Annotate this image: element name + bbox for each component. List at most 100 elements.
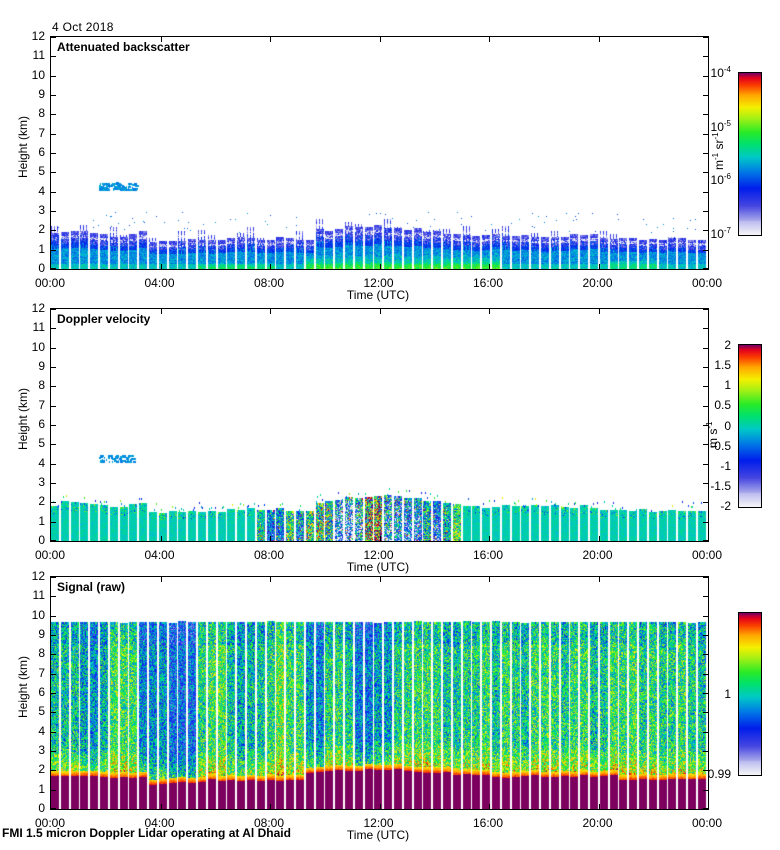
y-tick-mark: [51, 483, 56, 484]
y-tick-mark: [51, 693, 56, 694]
x-tick-mark: [489, 536, 490, 541]
y-tick-label: 2: [38, 222, 45, 237]
y-tick-mark: [703, 770, 708, 772]
y-tick-mark: [703, 673, 708, 675]
y-tick-mark: [703, 789, 708, 791]
x-tick-mark: [160, 536, 162, 541]
x-tick-mark: [489, 37, 490, 42]
y-tick-label: 3: [38, 203, 45, 217]
colorbar-label-backscatter: m-1 sr-1: [711, 132, 726, 170]
y-tick-mark: [51, 367, 56, 368]
y-tick-label: 9: [38, 627, 45, 641]
y-tick-mark: [51, 712, 56, 714]
y-tick-label: 0: [38, 533, 45, 547]
colorbar-tick-label: 1: [724, 686, 731, 701]
y-tick-mark: [703, 386, 708, 388]
y-tick-mark: [703, 405, 708, 407]
x-tick-mark: [379, 309, 381, 314]
signal-heatmap: [51, 577, 708, 809]
y-tick-mark: [51, 230, 56, 232]
y-tick-mark: [51, 502, 56, 504]
y-tick-mark: [703, 540, 708, 541]
x-tick-label: 12:00: [363, 548, 394, 562]
y-tick-label: 3: [38, 743, 45, 757]
x-tick-mark: [598, 264, 600, 269]
y-tick-label: 0: [38, 261, 45, 275]
y-tick-mark: [703, 521, 708, 523]
y-tick-label: 7: [38, 125, 45, 140]
x-tick-mark: [160, 309, 162, 314]
y-tick-mark: [703, 425, 708, 426]
y-tick-label: 2: [38, 494, 45, 509]
y-tick-label: 1: [38, 241, 45, 256]
plot-area-signal[interactable]: Signal (raw): [50, 576, 709, 810]
panel-title-backscatter: Attenuated backscatter: [57, 40, 190, 54]
x-tick-mark: [598, 577, 600, 582]
y-tick-mark: [703, 56, 708, 58]
y-tick-mark: [51, 751, 56, 752]
y-tick-mark: [703, 153, 708, 154]
colorbar-tick-label: 1.5: [714, 358, 731, 373]
y-tick-label: 12: [31, 569, 45, 583]
x-tick-mark: [270, 37, 271, 42]
y-tick-mark: [51, 328, 56, 330]
y-tick-mark: [51, 268, 56, 269]
y-tick-label: 4: [38, 723, 45, 738]
y-tick-mark: [703, 309, 708, 310]
y-tick-mark: [51, 654, 56, 656]
footer-caption: FMI 1.5 micron Doppler Lidar operating a…: [2, 826, 291, 840]
y-tick-mark: [51, 577, 56, 578]
colorbar-tick-label: -0.5: [710, 438, 731, 453]
y-tick-label: 5: [38, 436, 45, 451]
y-tick-mark: [703, 808, 708, 809]
colorbar-tick-label: 10-6: [710, 172, 731, 188]
y-tick-label: 4: [38, 183, 45, 198]
x-tick-mark: [270, 804, 271, 809]
x-tick-mark: [598, 536, 600, 541]
y-tick-mark: [51, 347, 56, 349]
y-tick-label: 9: [38, 87, 45, 101]
y-tick-label: 7: [38, 397, 45, 412]
y-tick-mark: [51, 615, 56, 617]
y-tick-mark: [703, 172, 708, 174]
plot-area-backscatter[interactable]: Attenuated backscatter: [50, 36, 709, 270]
y-tick-mark: [703, 596, 708, 598]
x-tick-mark: [379, 536, 381, 541]
plot-area-doppler[interactable]: Doppler velocity: [50, 308, 709, 542]
x-tick-label: 12:00: [363, 816, 394, 830]
colorbar-tick-label: 0.5: [714, 398, 731, 413]
x-tick-mark: [489, 804, 490, 809]
y-tick-label: 12: [31, 301, 45, 315]
y-tick-mark: [703, 268, 708, 269]
y-tick-mark: [51, 249, 56, 251]
y-tick-mark: [51, 789, 56, 791]
panel-title-signal: Signal (raw): [57, 580, 126, 594]
x-axis-label-doppler: Time (UTC): [346, 560, 410, 574]
y-axis-label-doppler: Height (km): [16, 387, 30, 450]
x-tick-label: 00:00: [691, 816, 723, 830]
x-tick-label: 04:00: [144, 816, 175, 830]
x-tick-mark: [598, 309, 600, 314]
y-axis-label-signal: Height (km): [16, 655, 30, 718]
y-tick-mark: [703, 751, 708, 752]
colorbar-label-doppler: m s-1: [705, 421, 720, 448]
y-tick-mark: [703, 615, 708, 617]
y-tick-label: 9: [38, 359, 45, 373]
y-tick-mark: [703, 731, 708, 733]
x-tick-mark: [160, 264, 162, 269]
y-tick-label: 11: [32, 320, 45, 335]
y-tick-mark: [703, 191, 708, 193]
y-tick-mark: [703, 463, 708, 465]
x-tick-mark: [379, 264, 381, 269]
x-tick-mark: [489, 309, 490, 314]
colorbar-tick-label: 1: [724, 378, 731, 393]
y-tick-mark: [51, 808, 56, 809]
y-tick-mark: [51, 386, 56, 388]
y-tick-label: 6: [38, 145, 45, 159]
y-tick-label: 1: [38, 781, 45, 796]
x-tick-label: 16:00: [472, 276, 504, 290]
x-axis-label-signal: Time (UTC): [346, 828, 410, 842]
x-tick-mark: [270, 536, 271, 541]
x-tick-label: 00:00: [34, 816, 66, 830]
colorbar-tick-label: 10-7: [710, 226, 731, 242]
